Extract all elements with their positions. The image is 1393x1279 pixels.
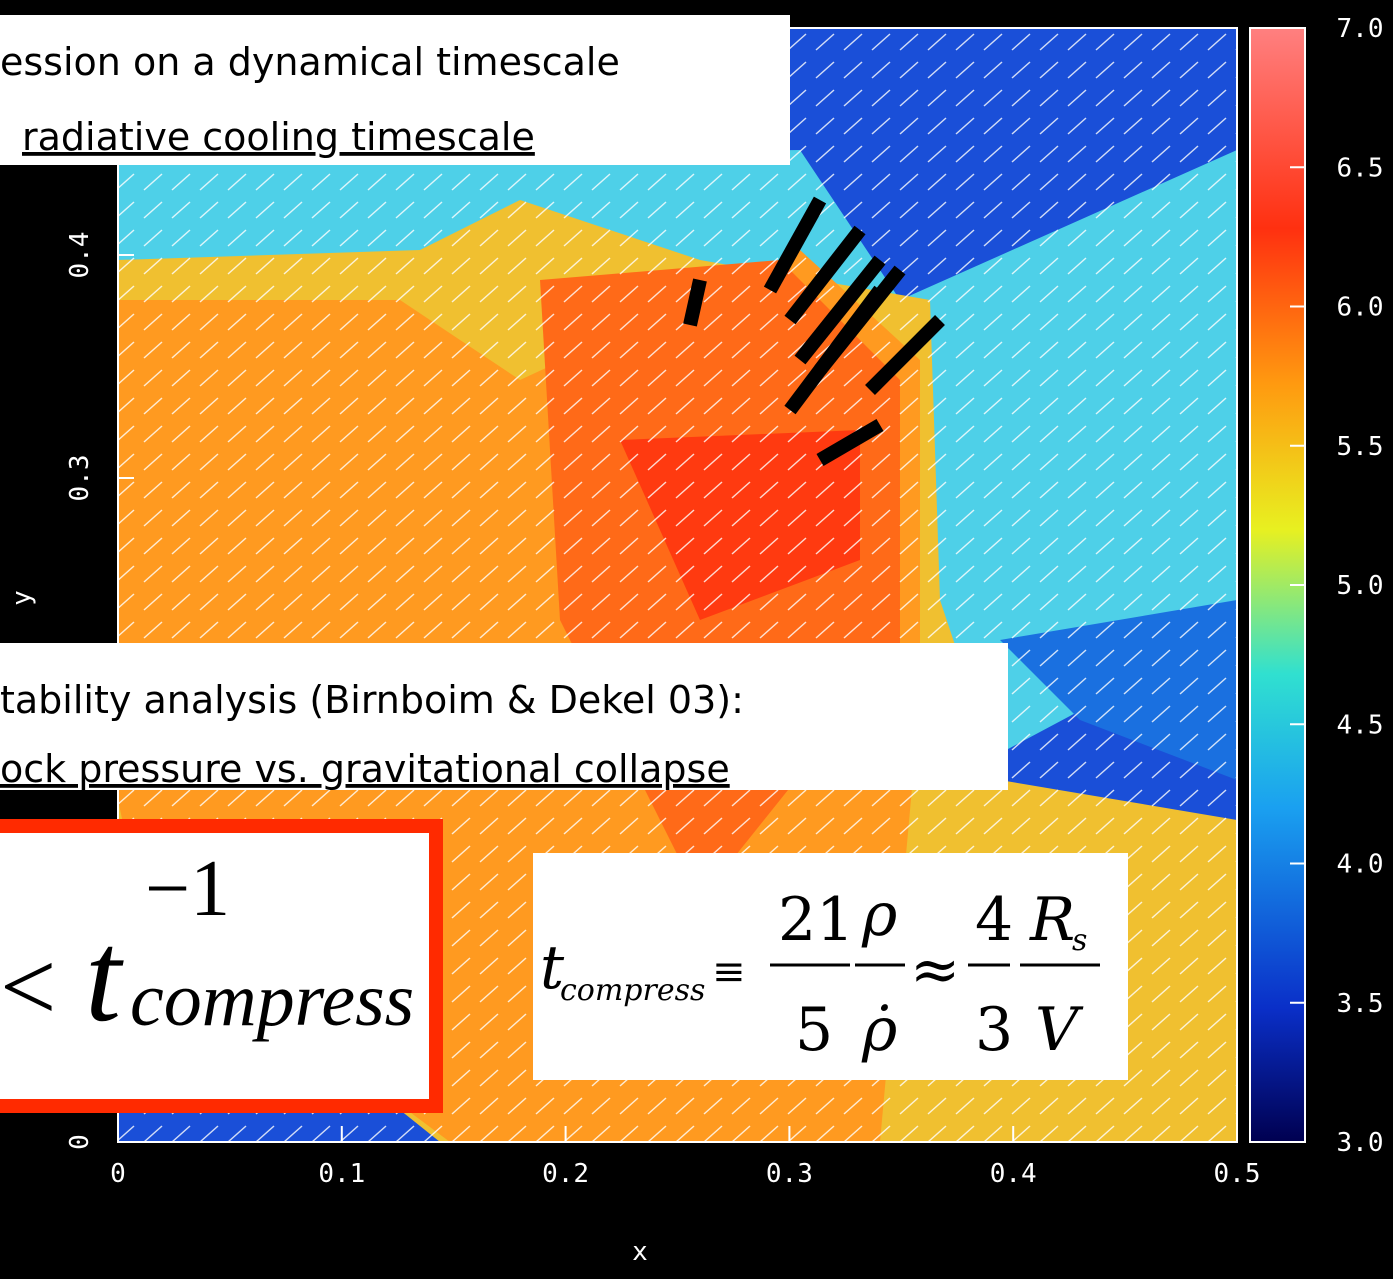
- eq-text: 5: [795, 995, 833, 1065]
- x-tick-label: 0.4: [990, 1159, 1037, 1189]
- colorbar-tick-label: 3.0: [1337, 1128, 1384, 1158]
- colorbar-tick-label: 5.5: [1337, 432, 1384, 462]
- y-tick-label: 0: [65, 1134, 95, 1150]
- x-tick-label: 0.5: [1214, 1159, 1261, 1189]
- y-tick-label: 0.4: [65, 232, 95, 279]
- annotation: ock pressure vs. gravitational collapse: [0, 747, 730, 791]
- x-tick-label: 0.1: [318, 1159, 365, 1189]
- eq-text: R: [1029, 885, 1075, 955]
- annotation: tability analysis (Birnboim & Dekel 03):: [0, 678, 744, 722]
- eq-text: 4: [975, 885, 1013, 955]
- eq-text: compress: [560, 973, 705, 1008]
- colorbar-tick-label: 3.5: [1337, 989, 1384, 1019]
- equation: t compress ≡ 21 5 ρ ρ̇ ≈ 4 3 R s V: [540, 880, 1100, 1065]
- eq-text: ≡: [712, 949, 746, 995]
- top-box: [0, 15, 790, 165]
- eq-text: −1: [145, 845, 230, 933]
- eq-text: 3: [975, 995, 1013, 1065]
- eq-text: ρ̇: [861, 995, 897, 1065]
- colorbar-tick-label: 4.0: [1337, 850, 1384, 880]
- x-tick-label: 0.3: [766, 1159, 813, 1189]
- colorbar-tick-label: 7.0: [1337, 14, 1384, 44]
- colorbar-tick-label: 6.5: [1337, 153, 1384, 183]
- colorbar-tick-label: 6.0: [1337, 293, 1384, 323]
- x-tick-label: 0: [110, 1159, 126, 1189]
- colorbar-tick-label: 5.0: [1337, 571, 1384, 601]
- eq-text: V: [1035, 995, 1084, 1065]
- eq-text: t: [85, 905, 124, 1049]
- eq-text: t: [540, 933, 565, 1003]
- eq-text: compress: [130, 958, 414, 1042]
- middle-box: [0, 643, 1008, 790]
- eq-text: 21: [778, 885, 854, 955]
- y-tick-label: 0.3: [65, 455, 95, 502]
- annotation: radiative cooling timescale: [22, 115, 535, 159]
- colorbar-tick-label: 4.5: [1337, 710, 1384, 740]
- eq-text: <: [0, 931, 56, 1042]
- flow-arrows: [683, 196, 945, 467]
- eq-text: ≈: [910, 935, 960, 1005]
- eq-text: ρ: [861, 880, 897, 950]
- eq-text: s: [1072, 923, 1087, 958]
- x-tick-label: 0.2: [542, 1159, 589, 1189]
- x-label: x: [632, 1237, 648, 1267]
- annotation: ession on a dynamical timescale: [0, 40, 620, 84]
- y-label: y: [7, 590, 37, 606]
- criterion-box: [0, 819, 443, 1113]
